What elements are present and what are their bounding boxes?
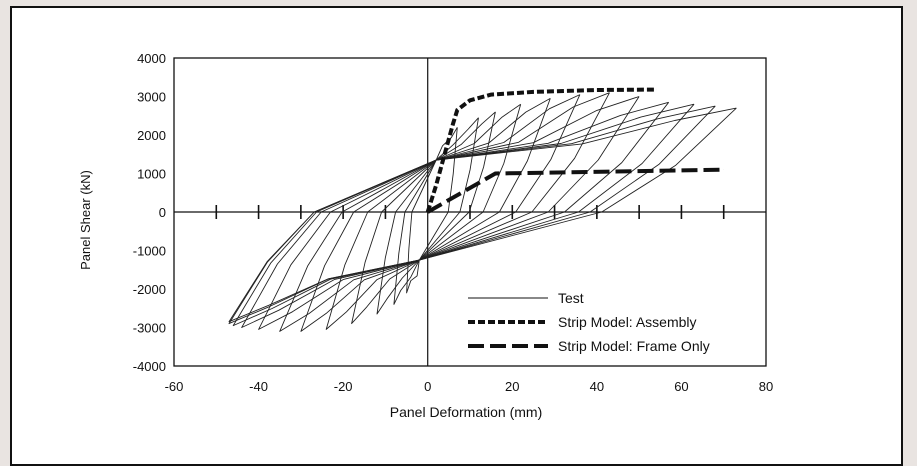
strip-model-assembly-curve xyxy=(428,90,656,212)
y-tick-label: -2000 xyxy=(133,282,166,297)
legend-label-test: Test xyxy=(558,290,584,306)
y-tick-label: 2000 xyxy=(137,128,166,143)
chart-frame: -4000 -3000 -2000 -1000 0 1000 2000 3000 4000 -60… xyxy=(10,6,903,466)
x-tick-label: 0 xyxy=(424,379,431,394)
test-hysteresis-loop xyxy=(242,102,669,327)
x-tick-label: -20 xyxy=(334,379,353,394)
x-tick-label: -60 xyxy=(165,379,184,394)
legend-label-assembly: Strip Model: Assembly xyxy=(558,314,697,330)
x-tick-label: -40 xyxy=(249,379,268,394)
x-tick-label: 80 xyxy=(759,379,773,394)
test-hysteresis-loop xyxy=(377,112,495,314)
y-tick-label: 3000 xyxy=(137,90,166,105)
strip-model-frame-only-curve xyxy=(428,170,724,212)
test-hysteresis-loop xyxy=(394,118,479,305)
legend: Test Strip Model: Assembly Strip Model: … xyxy=(468,290,710,354)
y-tick-label: 1000 xyxy=(137,167,166,182)
hysteresis-chart: -4000 -3000 -2000 -1000 0 1000 2000 3000 4000 -60… xyxy=(12,8,905,466)
x-tick-label: 20 xyxy=(505,379,519,394)
x-tick-label: 40 xyxy=(590,379,604,394)
legend-label-frame-only: Strip Model: Frame Only xyxy=(558,338,710,354)
y-axis-label: Panel Shear (kN) xyxy=(78,170,93,270)
test-hysteresis-loop xyxy=(233,104,694,325)
y-tick-label: 4000 xyxy=(137,51,166,66)
y-tick-label: -4000 xyxy=(133,359,166,374)
x-tick-label: 60 xyxy=(674,379,688,394)
y-tick-label: -1000 xyxy=(133,244,166,259)
y-tick-label: 0 xyxy=(159,205,166,220)
x-axis-label: Panel Deformation (mm) xyxy=(390,404,543,420)
y-tick-label: -3000 xyxy=(133,321,166,336)
